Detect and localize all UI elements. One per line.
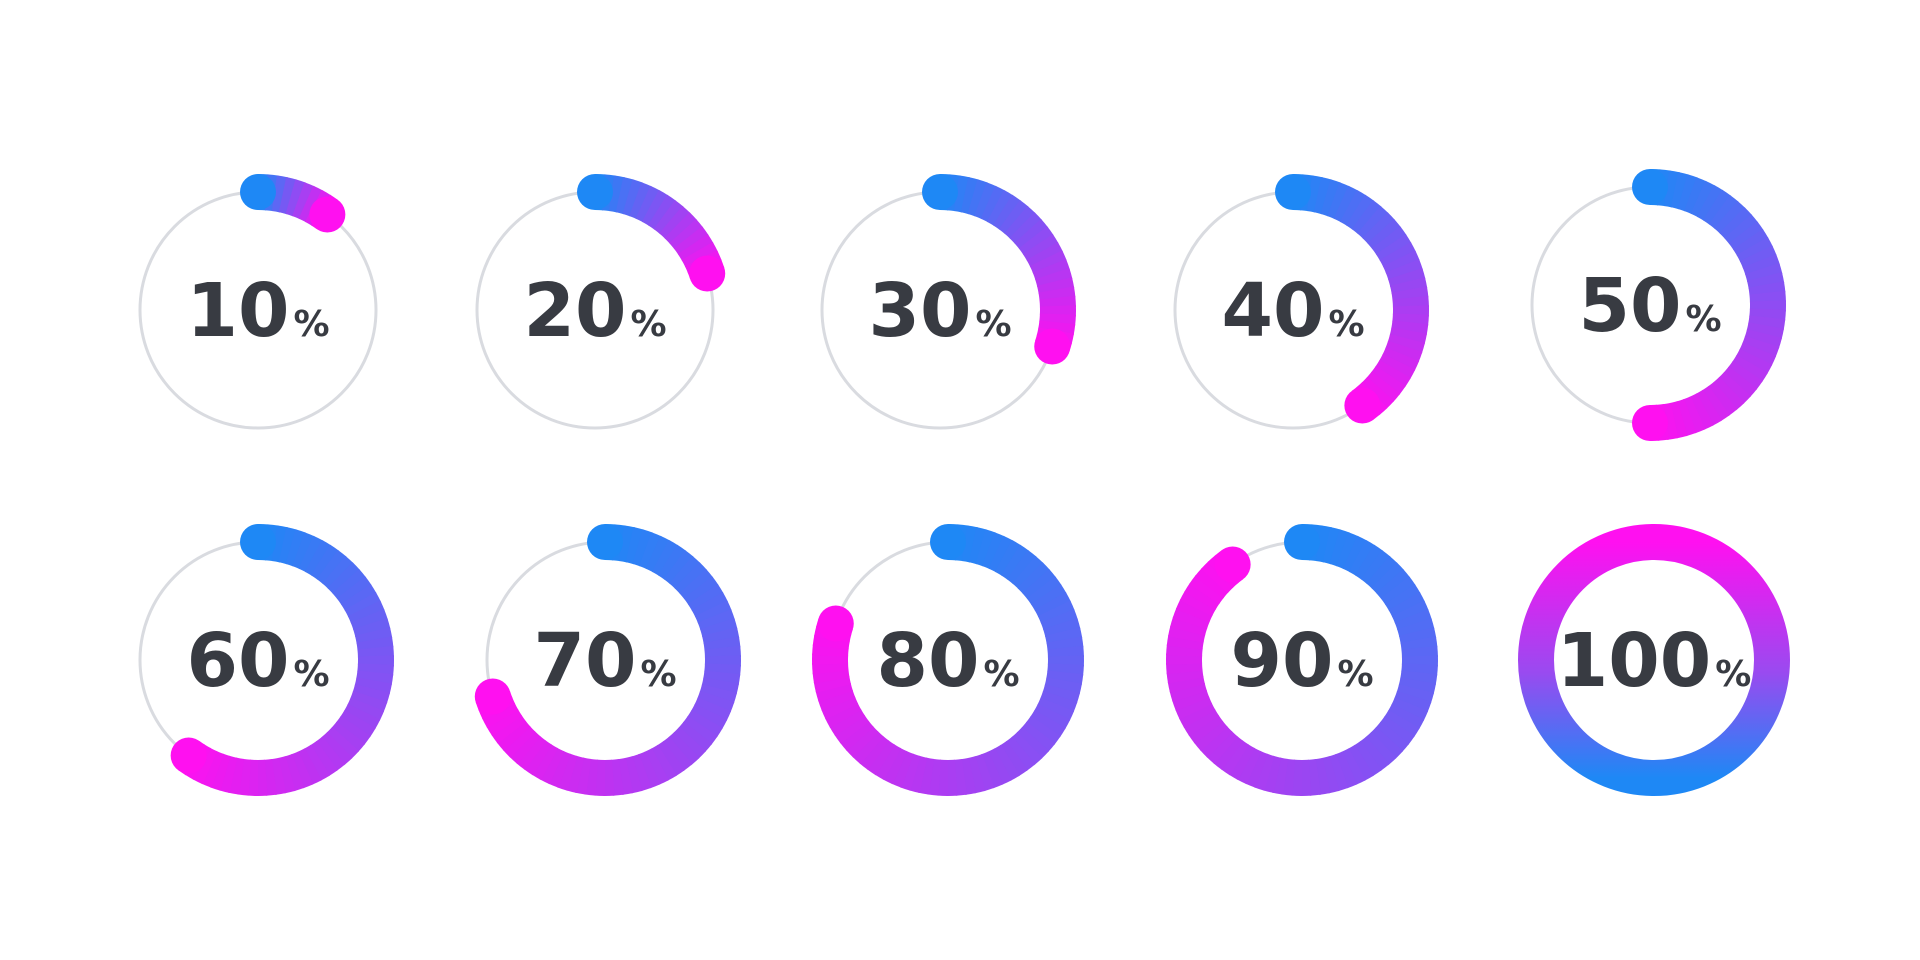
progress-arc (922, 174, 1076, 365)
progress-arc (1275, 174, 1429, 424)
progress-value: 80 (876, 618, 979, 704)
arc-start-cap (1275, 174, 1311, 210)
progress-label: 80% (876, 618, 1019, 704)
percent-sign: % (293, 304, 329, 345)
arc-end-cap (1344, 387, 1381, 424)
progress-label: 70% (533, 618, 676, 704)
progress-value: 70 (533, 618, 636, 704)
arc-start-cap (922, 174, 958, 210)
arc-start-cap (930, 524, 966, 560)
progress-indicator-40: 40% (1173, 174, 1429, 430)
progress-arc (1518, 524, 1790, 796)
progress-indicator-90: 90% (1166, 524, 1438, 796)
arc-end-cap (1034, 328, 1071, 365)
progress-indicator-20: 20% (475, 174, 726, 430)
progress-label: 10% (186, 268, 329, 354)
percent-sign: % (640, 654, 676, 695)
arc-end-cap (474, 678, 511, 715)
percent-sign: % (983, 654, 1019, 695)
percent-sign: % (293, 654, 329, 695)
arc-end-cap (170, 737, 207, 774)
progress-value: 40 (1221, 268, 1324, 354)
progress-label: 50% (1578, 263, 1721, 349)
progress-label: 60% (186, 618, 329, 704)
percent-sign: % (1328, 304, 1364, 345)
progress-indicator-70: 70% (474, 524, 741, 796)
progress-arc (240, 174, 346, 233)
progress-arc (474, 524, 741, 796)
percent-sign: % (1685, 299, 1721, 340)
progress-arc (577, 174, 726, 292)
arc-start-cap (240, 174, 276, 210)
percent-sign: % (1715, 654, 1751, 695)
progress-label: 40% (1221, 268, 1364, 354)
arc-start-cap (1632, 169, 1668, 205)
progress-value: 60 (186, 618, 289, 704)
percent-sign: % (630, 304, 666, 345)
progress-indicator-10: 10% (138, 174, 378, 430)
arc-start-cap (1284, 524, 1320, 560)
progress-arc (170, 524, 394, 796)
progress-value: 100 (1557, 618, 1711, 704)
progress-indicator-30: 30% (820, 174, 1076, 430)
progress-value: 30 (868, 268, 971, 354)
progress-indicator-50: 50% (1530, 169, 1786, 441)
progress-label: 90% (1230, 618, 1373, 704)
progress-arc (1632, 169, 1786, 441)
progress-value: 50 (1578, 263, 1681, 349)
arc-end-cap (1214, 546, 1251, 583)
progress-label: 20% (523, 268, 666, 354)
progress-label: 30% (868, 268, 1011, 354)
progress-indicator-60: 60% (138, 524, 394, 796)
arc-start-cap (587, 524, 623, 560)
progress-arc (1166, 524, 1438, 796)
percent-sign: % (1337, 654, 1373, 695)
arc-start-cap (240, 524, 276, 560)
progress-label: 100% (1557, 618, 1752, 704)
arc-end-cap (817, 605, 854, 642)
arc-end-cap (309, 196, 346, 233)
arc-end-cap (689, 255, 726, 292)
arc-end-cap (1632, 405, 1668, 441)
progress-indicator-80: 80% (812, 524, 1084, 796)
progress-arc (812, 524, 1084, 796)
progress-value: 10 (186, 268, 289, 354)
percent-sign: % (975, 304, 1011, 345)
progress-value: 90 (1230, 618, 1333, 704)
arc-start-cap (577, 174, 613, 210)
progress-value: 20 (523, 268, 626, 354)
progress-indicator-100: 100% (1518, 524, 1790, 796)
